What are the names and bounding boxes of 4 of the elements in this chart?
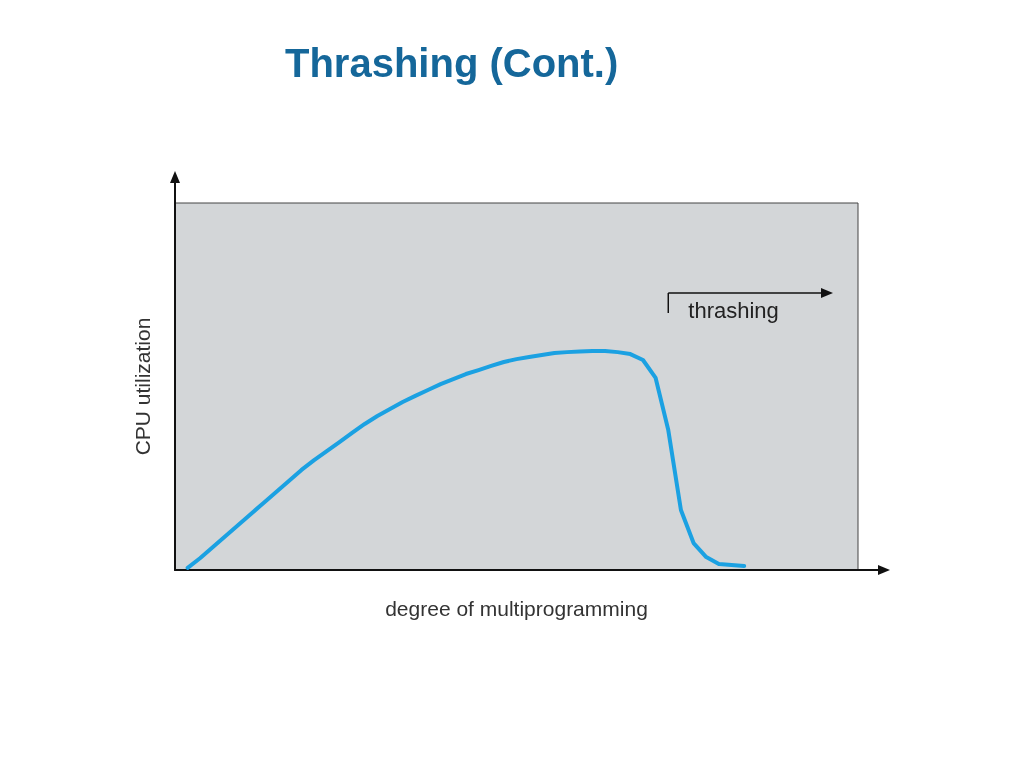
x-axis-title: degree of multiprogramming: [385, 597, 648, 620]
y-axis-title: CPU utilization: [131, 317, 154, 456]
text: thrashing: [688, 297, 779, 323]
chart-title: Thrashing (Cont.): [285, 41, 619, 85]
